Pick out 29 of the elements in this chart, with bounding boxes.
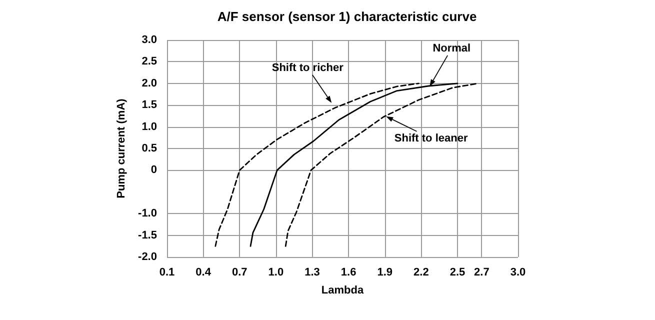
x-tick-label: 1.9 <box>377 266 393 278</box>
x-axis-title: Lambda <box>321 284 364 296</box>
y-tick-label: 1.0 <box>142 120 157 133</box>
annotation: Shift to leaner <box>394 132 468 144</box>
line-series <box>284 82 479 247</box>
y-tick-label: -2.0 <box>138 251 157 263</box>
x-tick-label: 0.4 <box>196 266 212 278</box>
y-axis-title: Pump current (mA) <box>116 98 128 198</box>
chart-title: A/F sensor (sensor 1) characteristic curve <box>217 9 477 24</box>
x-tick-label: 2.7 <box>474 266 490 278</box>
annotation: Shift to richer <box>272 62 344 74</box>
y-tick-label: 2.5 <box>142 56 157 68</box>
x-tick-label: 3.0 <box>510 266 526 278</box>
x-tick-label: 0.1 <box>159 266 175 278</box>
x-tick-label: 2.5 <box>450 266 466 278</box>
x-tick-label: 1.3 <box>304 266 320 278</box>
x-tick-label: 2.2 <box>414 266 429 278</box>
line-series <box>214 82 420 247</box>
y-tick-label: 3.0 <box>142 34 157 46</box>
y-tick-label: 1.5 <box>142 99 157 112</box>
y-tick-label: -1.0 <box>138 208 157 220</box>
y-tick-label: -1.5 <box>138 229 157 242</box>
x-tick-label: 1.6 <box>340 266 356 278</box>
x-tick-label: 1.0 <box>268 266 284 278</box>
y-tick-label: 2.0 <box>142 77 157 90</box>
x-tick-label: 0.7 <box>232 266 248 278</box>
y-tick-label: 0.5 <box>142 142 157 154</box>
y-tick-label: 0 <box>150 164 157 176</box>
annotation: Normal <box>432 42 471 54</box>
